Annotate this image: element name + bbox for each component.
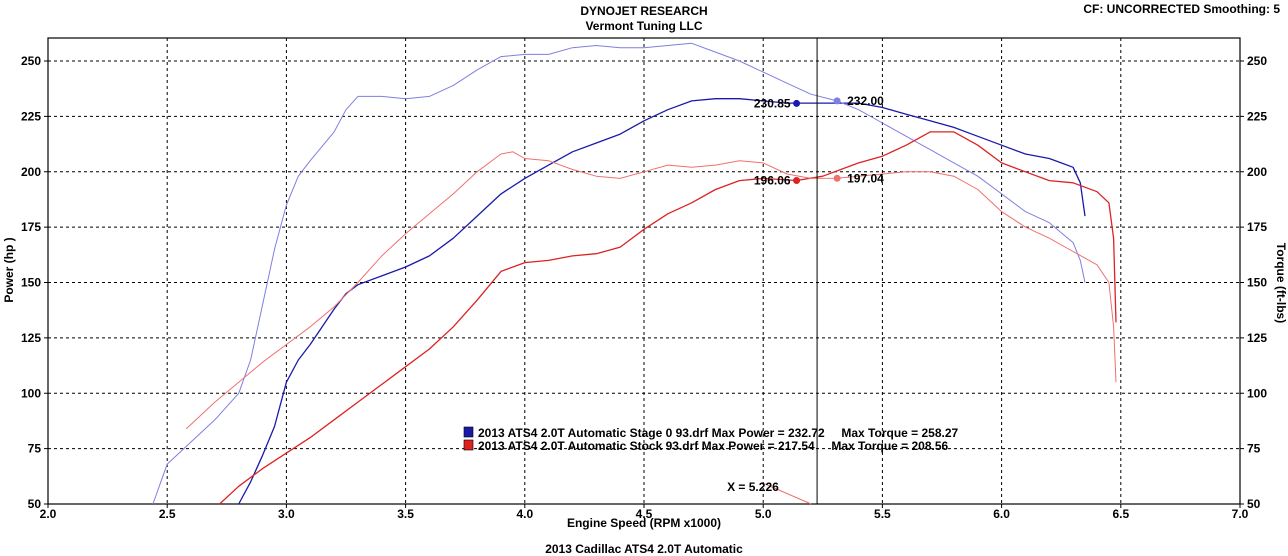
cursor-leader bbox=[764, 483, 812, 505]
left-tick-label: 175 bbox=[21, 220, 41, 234]
series-line bbox=[185, 151, 1117, 430]
x-tick-label: 4.0 bbox=[516, 507, 533, 521]
right-tick-label: 200 bbox=[1247, 165, 1267, 179]
x-axis-label: Engine Speed (RPM x1000) bbox=[567, 516, 721, 530]
left-tick-label: 200 bbox=[21, 165, 41, 179]
x-tick-label: 5.5 bbox=[874, 507, 891, 521]
left-tick-label: 75 bbox=[28, 442, 42, 456]
x-tick-label: 3.0 bbox=[278, 507, 295, 521]
right-tick-label: 50 bbox=[1247, 497, 1261, 511]
series-line bbox=[238, 98, 1086, 505]
cursor-marker bbox=[833, 174, 841, 182]
legend-entry: 2013 ATS4 2.0T Automatic Stage 0 93.drf … bbox=[478, 426, 959, 440]
legend: 2013 ATS4 2.0T Automatic Stage 0 93.drf … bbox=[463, 426, 959, 453]
x-tick-label: 3.5 bbox=[397, 507, 414, 521]
cursor-value-label: 232.00 bbox=[847, 94, 884, 108]
right-tick-label: 75 bbox=[1247, 442, 1261, 456]
chart-subtitle: Vermont Tuning LLC bbox=[585, 19, 703, 33]
right-tick-label: 175 bbox=[1247, 220, 1267, 234]
x-tick-label: 5.0 bbox=[755, 507, 772, 521]
right-axis-ticks: 50 75 100 125 150 175 200 225 250 bbox=[1240, 54, 1267, 511]
series-line bbox=[219, 131, 1117, 505]
x-tick-label: 2.5 bbox=[159, 507, 176, 521]
series-lines bbox=[152, 42, 1117, 505]
series-line bbox=[152, 42, 1086, 505]
x-tick-label: 4.5 bbox=[636, 507, 653, 521]
cursor-marker bbox=[833, 97, 841, 105]
vehicle-footer: 2013 Cadillac ATS4 2.0T Automatic bbox=[545, 542, 743, 556]
correction-factor-label: CF: UNCORRECTED Smoothing: 5 bbox=[1083, 2, 1280, 16]
right-tick-label: 150 bbox=[1247, 276, 1267, 290]
left-tick-label: 250 bbox=[21, 54, 41, 68]
legend-swatch bbox=[463, 439, 474, 451]
cursor-value-label: 196.06 bbox=[754, 173, 791, 187]
right-axis-label: Torque (ft-lbs) bbox=[1274, 243, 1288, 323]
right-tick-label: 225 bbox=[1247, 109, 1267, 123]
x-axis-ticks: 2.0 2.5 3.0 3.5 4.0 4.5 5.0 5.5 6.0 6.5 7.0 bbox=[40, 504, 1249, 521]
right-tick-label: 250 bbox=[1247, 54, 1267, 68]
cursor-value-label: 230.85 bbox=[754, 96, 791, 110]
legend-swatch bbox=[463, 426, 474, 438]
x-tick-label: 6.0 bbox=[993, 507, 1010, 521]
cursor-marker bbox=[793, 176, 801, 184]
left-tick-label: 125 bbox=[21, 331, 41, 345]
right-tick-label: 125 bbox=[1247, 331, 1267, 345]
left-tick-label: 100 bbox=[21, 386, 41, 400]
x-tick-label: 2.0 bbox=[40, 507, 57, 521]
left-tick-label: 150 bbox=[21, 276, 41, 290]
chart-title: DYNOJET RESEARCH bbox=[580, 4, 708, 18]
cursor-x-label: X = 5.226 bbox=[727, 480, 779, 494]
cursor-marker bbox=[793, 99, 801, 107]
left-tick-label: 50 bbox=[28, 497, 42, 511]
right-tick-label: 100 bbox=[1247, 386, 1267, 400]
plot-area bbox=[47, 37, 1241, 505]
cursor-markers: 230.85 232.00 196.06 197.04 bbox=[754, 94, 884, 188]
legend-entry: 2013 ATS4 2.0T Automatic Stock 93.drf Ma… bbox=[478, 439, 949, 453]
left-tick-label: 225 bbox=[21, 109, 41, 123]
x-tick-label: 6.5 bbox=[1112, 507, 1129, 521]
left-axis-label: Power (hp ) bbox=[2, 237, 16, 302]
cursor-value-label: 197.04 bbox=[847, 171, 884, 185]
x-tick-label: 7.0 bbox=[1232, 507, 1249, 521]
left-axis-ticks: 50 75 100 125 150 175 200 225 250 bbox=[21, 54, 48, 511]
